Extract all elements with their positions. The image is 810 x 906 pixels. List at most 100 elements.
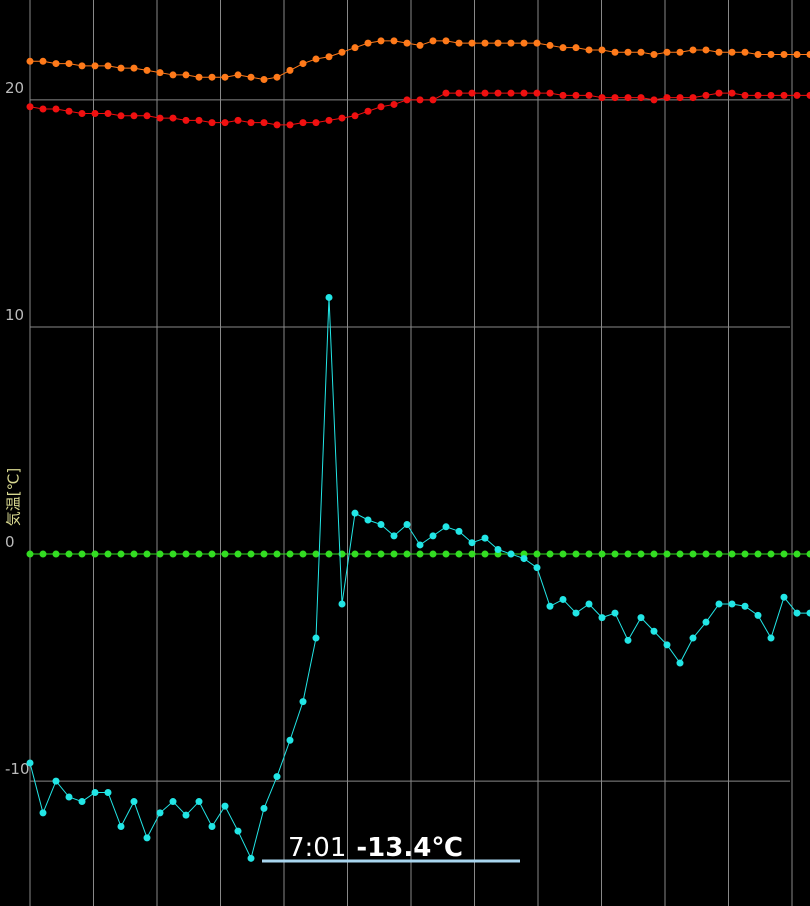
data-point xyxy=(312,550,320,558)
data-point xyxy=(299,119,307,127)
data-point xyxy=(104,110,112,118)
data-point xyxy=(546,602,554,610)
data-point xyxy=(715,48,723,56)
data-point xyxy=(78,798,86,806)
data-point xyxy=(598,94,606,102)
data-point xyxy=(286,550,294,558)
data-point xyxy=(442,550,450,558)
data-point xyxy=(260,75,268,83)
data-point xyxy=(182,71,190,79)
data-point xyxy=(806,50,810,58)
data-point xyxy=(689,94,697,102)
data-point xyxy=(338,114,346,122)
data-point xyxy=(533,564,541,572)
data-point xyxy=(741,602,749,610)
data-point xyxy=(728,89,736,97)
data-point xyxy=(273,73,281,81)
data-point xyxy=(169,71,177,79)
data-point xyxy=(403,550,411,558)
data-point xyxy=(754,550,762,558)
data-point xyxy=(377,103,385,111)
data-point xyxy=(624,94,632,102)
data-point xyxy=(286,66,294,74)
data-point xyxy=(117,550,125,558)
data-point xyxy=(676,550,684,558)
data-point xyxy=(260,804,268,812)
data-point xyxy=(286,736,294,744)
data-point xyxy=(104,62,112,70)
data-point xyxy=(91,62,99,70)
data-point xyxy=(793,50,801,58)
data-point xyxy=(65,60,73,68)
data-point xyxy=(624,636,632,644)
data-point xyxy=(468,39,476,47)
y-axis-label: 気温[℃] xyxy=(5,468,23,527)
data-point xyxy=(156,114,164,122)
data-point xyxy=(299,698,307,706)
data-point xyxy=(455,89,463,97)
data-point xyxy=(468,89,476,97)
data-point xyxy=(585,91,593,99)
data-point xyxy=(637,550,645,558)
data-point xyxy=(741,550,749,558)
data-point xyxy=(390,37,398,45)
data-point xyxy=(104,550,112,558)
data-point xyxy=(39,550,47,558)
data-point xyxy=(559,44,567,52)
data-point xyxy=(689,550,697,558)
data-point xyxy=(351,112,359,120)
data-point xyxy=(598,614,606,622)
data-point xyxy=(65,550,73,558)
data-point xyxy=(221,73,229,81)
data-point xyxy=(312,634,320,642)
data-point xyxy=(767,634,775,642)
data-point xyxy=(390,532,398,540)
data-point xyxy=(52,105,60,113)
data-point xyxy=(533,39,541,47)
data-point xyxy=(663,94,671,102)
data-point xyxy=(585,550,593,558)
data-point xyxy=(572,609,580,617)
data-point xyxy=(299,550,307,558)
data-point xyxy=(637,614,645,622)
data-point xyxy=(273,121,281,129)
data-point xyxy=(91,550,99,558)
data-point xyxy=(364,516,372,524)
data-point xyxy=(624,550,632,558)
data-point xyxy=(312,55,320,63)
data-point xyxy=(78,110,86,118)
data-point xyxy=(559,91,567,99)
data-point xyxy=(507,39,515,47)
data-point xyxy=(546,89,554,97)
data-point xyxy=(416,550,424,558)
data-point xyxy=(260,550,268,558)
annotation-value: -13.4℃ xyxy=(356,833,462,863)
data-point xyxy=(143,550,151,558)
data-point xyxy=(143,834,151,842)
data-point xyxy=(676,94,684,102)
data-point xyxy=(364,550,372,558)
data-point xyxy=(338,48,346,56)
data-point xyxy=(650,50,658,58)
data-point xyxy=(299,60,307,68)
data-point xyxy=(455,527,463,535)
data-point xyxy=(247,73,255,81)
data-point xyxy=(468,539,476,547)
data-point xyxy=(325,293,333,301)
data-point xyxy=(416,41,424,49)
data-point xyxy=(117,823,125,831)
data-point xyxy=(637,48,645,56)
data-point xyxy=(169,550,177,558)
data-point xyxy=(52,60,60,68)
data-point xyxy=(26,550,34,558)
data-point xyxy=(806,91,810,99)
y-tick-label: 0 xyxy=(5,533,15,551)
data-point xyxy=(39,57,47,65)
series-line xyxy=(29,297,810,860)
data-point xyxy=(351,44,359,52)
data-point xyxy=(676,48,684,56)
data-point xyxy=(585,600,593,608)
data-point xyxy=(715,89,723,97)
y-tick-label: 10 xyxy=(5,306,24,324)
data-point xyxy=(520,89,528,97)
